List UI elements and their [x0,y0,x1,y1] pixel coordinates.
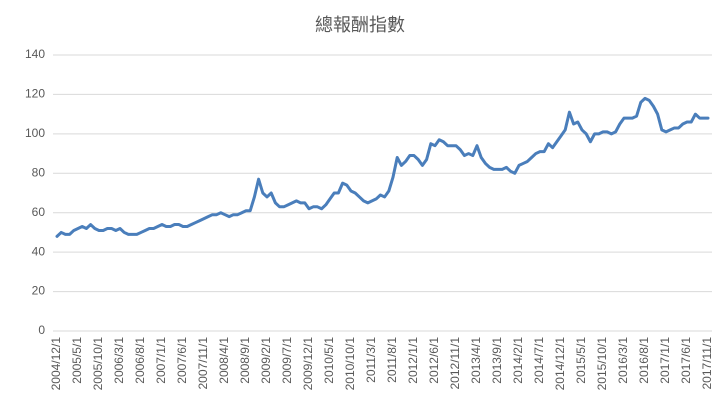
x-tick-label: 2004/12/1 [49,337,63,391]
x-tick-label: 2016/3/1 [616,337,630,384]
x-tick-label: 2006/3/1 [112,337,126,384]
y-tick-label: 140 [25,47,45,61]
x-tick-label: 2017/6/1 [679,337,693,384]
x-tick-label: 2008/4/1 [217,337,231,384]
y-tick-label: 20 [32,284,46,298]
x-tick-label: 2010/10/1 [343,337,357,391]
x-tick-label: 2013/9/1 [490,337,504,384]
x-tick-label: 2009/2/1 [259,337,273,384]
x-tick-label: 2015/10/1 [595,337,609,391]
chart-title: 總報酬指數 [315,15,405,35]
x-tick-label: 2012/1/1 [406,337,420,384]
x-tick-label: 2014/12/1 [553,337,567,391]
x-tick-label: 2012/6/1 [427,337,441,384]
y-tick-label: 0 [38,323,45,337]
y-tick-label: 100 [25,126,45,140]
x-tick-label: 2009/7/1 [280,337,294,384]
x-tick-label: 2014/2/1 [511,337,525,384]
x-tick-label: 2007/11/1 [196,337,210,390]
x-tick-label: 2016/8/1 [637,337,651,384]
x-tick-label: 2011/3/1 [364,337,378,383]
x-tick-label: 2015/5/1 [574,337,588,384]
x-tick-label: 2007/6/1 [175,337,189,384]
x-tick-label: 2012/11/1 [448,337,462,390]
y-tick-label: 60 [32,205,46,219]
x-tick-label: 2014/7/1 [532,337,546,384]
x-tick-label: 2005/10/1 [91,337,105,391]
x-tick-label: 2005/5/1 [70,337,84,384]
x-tick-label: 2007/1/1 [154,337,168,384]
x-tick-label: 2013/4/1 [469,337,483,384]
y-tick-label: 80 [32,165,46,179]
data-line [55,96,710,238]
x-tick-label: 2010/5/1 [322,337,336,384]
x-tick-label: 2009/12/1 [301,337,315,391]
x-tick-label: 2017/11/1 [700,337,714,390]
x-tick-label: 2017/1/1 [658,337,672,384]
y-tick-label: 40 [32,244,46,258]
x-tick-label: 2011/8/1 [385,337,399,383]
x-tick-label: 2008/9/1 [238,337,252,384]
y-tick-label: 120 [25,87,45,101]
x-tick-label: 2006/8/1 [133,337,147,384]
